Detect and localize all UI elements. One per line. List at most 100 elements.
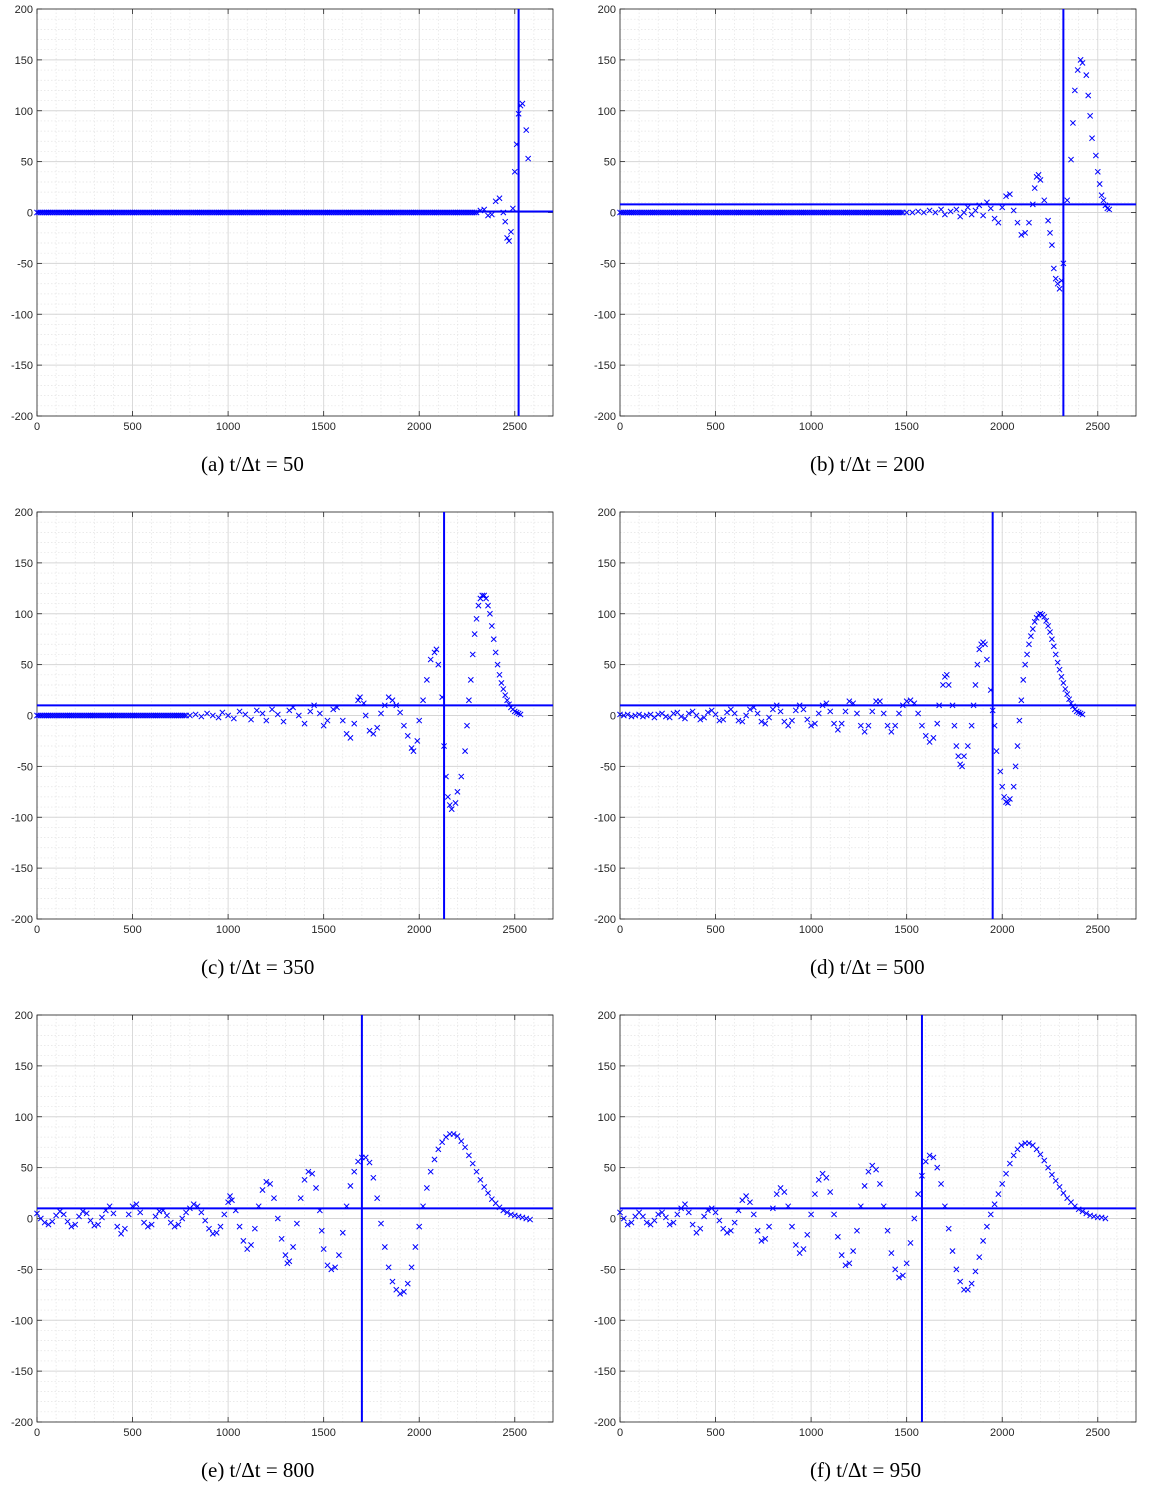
y-tick-label: 100 [598, 1112, 616, 1124]
data-point [471, 631, 478, 638]
y-tick-label: 200 [598, 507, 616, 519]
data-point [930, 734, 937, 741]
data-point [811, 720, 818, 727]
data-point [1033, 1146, 1040, 1153]
data-point [1083, 72, 1090, 79]
data-point [439, 694, 446, 701]
data-point [420, 1203, 426, 1210]
data-point [754, 1227, 761, 1234]
data-point [1005, 800, 1011, 806]
data-point [720, 716, 727, 723]
data-point [228, 1197, 235, 1204]
data-point [490, 636, 497, 643]
data-point [1043, 617, 1050, 624]
data-point [263, 717, 270, 724]
data-point [506, 238, 512, 244]
data-point [274, 711, 281, 718]
data-point [427, 656, 434, 663]
chart-b: 0 500 1000 1500 2000 2500 -200 -150 -100 -50 0 50 10… [594, 4, 1137, 433]
y-tick-label: -50 [600, 761, 616, 773]
data-point [267, 1180, 274, 1187]
data-point [1022, 661, 1029, 668]
data-point [1041, 197, 1048, 204]
tick-marks [36, 511, 553, 920]
data-point [959, 763, 966, 770]
data-point [892, 1266, 899, 1273]
data-points [617, 1140, 1109, 1293]
data-point [1047, 629, 1053, 636]
data-point [504, 697, 511, 704]
x-tick-label: 2000 [407, 421, 431, 433]
data-point [198, 1209, 205, 1216]
data-point [465, 1152, 472, 1159]
data-point [309, 1170, 316, 1177]
data-point [857, 1203, 864, 1210]
data-point [781, 1189, 788, 1195]
data-point [701, 1213, 708, 1220]
data-point [439, 1139, 446, 1146]
data-point [941, 211, 948, 218]
data-point [374, 1195, 381, 1202]
data-point [410, 748, 417, 755]
data-point [404, 1280, 411, 1287]
tick-marks [619, 511, 1136, 920]
data-point [1066, 696, 1073, 703]
data-point [1092, 152, 1099, 159]
data-point [1085, 92, 1092, 99]
data-point [1062, 686, 1069, 692]
y-tick-label: -200 [11, 411, 33, 423]
x-tick-label: 2500 [503, 421, 527, 433]
data-point [922, 732, 929, 739]
data-point [492, 198, 499, 205]
data-point [351, 1168, 358, 1175]
data-point [938, 206, 945, 213]
data-point [339, 1229, 346, 1236]
data-point [313, 1185, 319, 1191]
data-point [79, 1208, 86, 1215]
data-point [968, 722, 975, 729]
data-point [1048, 242, 1055, 249]
data-point [360, 700, 367, 707]
data-point [1045, 217, 1052, 224]
data-point [1075, 1206, 1082, 1213]
data-point [194, 1203, 201, 1210]
data-point [198, 713, 205, 720]
data-point [701, 714, 708, 721]
data-point [876, 1180, 883, 1187]
data-point [838, 720, 845, 727]
data-point [469, 1160, 476, 1167]
data-point [133, 1201, 140, 1208]
data-point [880, 1203, 887, 1210]
data-points [34, 100, 532, 244]
data-point [685, 1209, 692, 1216]
data-point [888, 728, 895, 735]
x-tick-label: 2000 [990, 421, 1014, 433]
data-point [488, 211, 495, 218]
data-point [1037, 176, 1044, 183]
data-point [504, 234, 511, 241]
data-point [792, 707, 799, 714]
data-point [831, 720, 837, 727]
data-point [397, 709, 404, 716]
data-point [949, 702, 956, 709]
data-point [1060, 260, 1067, 267]
data-point [909, 209, 916, 216]
data-point [911, 1215, 918, 1222]
data-point [433, 646, 440, 653]
data-point [347, 1182, 354, 1189]
data-point [473, 209, 480, 216]
x-tick-label: 1000 [799, 1427, 823, 1439]
data-point [362, 1154, 369, 1161]
x-tick-label: 0 [617, 1427, 623, 1439]
data-point [827, 1189, 834, 1195]
data-point [206, 1225, 212, 1232]
data-point [121, 1225, 128, 1232]
data-point [643, 1219, 650, 1226]
data-point [374, 724, 381, 731]
data-point [1018, 231, 1025, 238]
data-point [1029, 626, 1036, 632]
tick-marks [619, 8, 1136, 417]
data-point [508, 228, 514, 235]
y-tick-label: -200 [11, 1417, 33, 1429]
data-point [389, 1278, 396, 1285]
